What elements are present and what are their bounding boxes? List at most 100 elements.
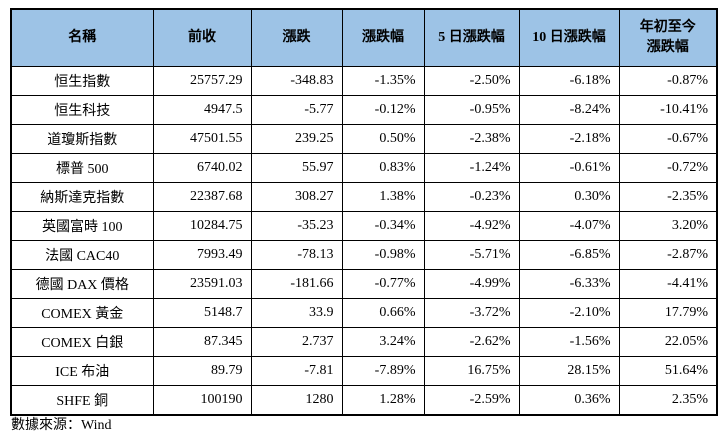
value-cell: 239.25 bbox=[250, 124, 343, 154]
value-cell: 0.83% bbox=[341, 153, 425, 183]
instrument-name-cell: 恒生指數 bbox=[10, 66, 154, 96]
instrument-name-cell: COMEX 白銀 bbox=[10, 327, 154, 357]
value-cell: -7.89% bbox=[341, 356, 425, 386]
table-header-row: 名稱 前收 漲跌 漲跌幅 5 日漲跌幅 10 日漲跌幅 年初至今 漲跌幅 bbox=[10, 8, 718, 67]
instrument-name-cell: 德國 DAX 價格 bbox=[10, 269, 154, 299]
value-cell: 0.36% bbox=[518, 385, 620, 416]
value-cell: 0.50% bbox=[341, 124, 425, 154]
value-cell: -1.24% bbox=[423, 153, 520, 183]
value-cell: -2.35% bbox=[618, 182, 718, 212]
instrument-name-cell: SHFE 銅 bbox=[10, 385, 154, 416]
value-cell: 47501.55 bbox=[152, 124, 252, 154]
instrument-name-cell: 英國富時 100 bbox=[10, 211, 154, 241]
value-cell: 87.345 bbox=[152, 327, 252, 357]
value-cell: -4.07% bbox=[518, 211, 620, 241]
value-cell: -0.72% bbox=[618, 153, 718, 183]
table-row: COMEX 白銀 87.345 2.737 3.24% -2.62% -1.56% 22.0… bbox=[10, 327, 718, 357]
value-cell: -2.18% bbox=[518, 124, 620, 154]
value-cell: -2.38% bbox=[423, 124, 520, 154]
market-data-table: 名稱 前收 漲跌 漲跌幅 5 日漲跌幅 10 日漲跌幅 年初至今 漲跌幅 恒生指數 25757… bbox=[10, 8, 718, 416]
value-cell: -2.59% bbox=[423, 385, 520, 416]
value-cell: -6.85% bbox=[518, 240, 620, 270]
value-cell: -6.18% bbox=[518, 66, 620, 96]
value-cell: -2.50% bbox=[423, 66, 520, 96]
value-cell: -8.24% bbox=[518, 95, 620, 125]
table-row: 恒生科技 4947.5 -5.77 -0.12% -0.95% -8.24% -10.41% bbox=[10, 95, 718, 125]
value-cell: -0.98% bbox=[341, 240, 425, 270]
table-row: COMEX 黃金 5148.7 33.9 0.66% -3.72% -2.10% 17.79… bbox=[10, 298, 718, 328]
value-cell: 28.15% bbox=[518, 356, 620, 386]
value-cell: -4.41% bbox=[618, 269, 718, 299]
value-cell: -0.95% bbox=[423, 95, 520, 125]
value-cell: 55.97 bbox=[250, 153, 343, 183]
value-cell: 23591.03 bbox=[152, 269, 252, 299]
value-cell: -35.23 bbox=[250, 211, 343, 241]
value-cell: 89.79 bbox=[152, 356, 252, 386]
value-cell: 2.35% bbox=[618, 385, 718, 416]
value-cell: 33.9 bbox=[250, 298, 343, 328]
value-cell: -10.41% bbox=[618, 95, 718, 125]
value-cell: 7993.49 bbox=[152, 240, 252, 270]
column-header: 5 日漲跌幅 bbox=[423, 8, 520, 67]
table-row: 道瓊斯指數 47501.55 239.25 0.50% -2.38% -2.18% -0.6… bbox=[10, 124, 718, 154]
value-cell: 1.28% bbox=[341, 385, 425, 416]
value-cell: 16.75% bbox=[423, 356, 520, 386]
table-row: 法國 CAC40 7993.49 -78.13 -0.98% -5.71% -6.85% -… bbox=[10, 240, 718, 270]
value-cell: 10284.75 bbox=[152, 211, 252, 241]
table-row: ICE 布油 89.79 -7.81 -7.89% 16.75% 28.15% 51.64% bbox=[10, 356, 718, 386]
value-cell: -2.87% bbox=[618, 240, 718, 270]
value-cell: 2.737 bbox=[250, 327, 343, 357]
value-cell: 51.64% bbox=[618, 356, 718, 386]
table-body: 恒生指數 25757.29 -348.83 -1.35% -2.50% -6.18% -0.… bbox=[10, 66, 718, 416]
value-cell: -1.35% bbox=[341, 66, 425, 96]
table-row: 標普 500 6740.02 55.97 0.83% -1.24% -0.61% -0.72… bbox=[10, 153, 718, 183]
value-cell: 4947.5 bbox=[152, 95, 252, 125]
table-header: 名稱 前收 漲跌 漲跌幅 5 日漲跌幅 10 日漲跌幅 年初至今 漲跌幅 bbox=[10, 8, 718, 67]
value-cell: 22387.68 bbox=[152, 182, 252, 212]
value-cell: -0.23% bbox=[423, 182, 520, 212]
instrument-name-cell: ICE 布油 bbox=[10, 356, 154, 386]
value-cell: -0.67% bbox=[618, 124, 718, 154]
value-cell: -6.33% bbox=[518, 269, 620, 299]
value-cell: 17.79% bbox=[618, 298, 718, 328]
value-cell: -5.71% bbox=[423, 240, 520, 270]
value-cell: 5148.7 bbox=[152, 298, 252, 328]
instrument-name-cell: 道瓊斯指數 bbox=[10, 124, 154, 154]
value-cell: 100190 bbox=[152, 385, 252, 416]
table-row: 恒生指數 25757.29 -348.83 -1.35% -2.50% -6.18% -0.… bbox=[10, 66, 718, 96]
instrument-name-cell: 標普 500 bbox=[10, 153, 154, 183]
value-cell: 3.24% bbox=[341, 327, 425, 357]
column-header: 漲跌幅 bbox=[341, 8, 425, 67]
value-cell: 22.05% bbox=[618, 327, 718, 357]
value-cell: 25757.29 bbox=[152, 66, 252, 96]
value-cell: 3.20% bbox=[618, 211, 718, 241]
instrument-name-cell: 恒生科技 bbox=[10, 95, 154, 125]
value-cell: 308.27 bbox=[250, 182, 343, 212]
value-cell: -348.83 bbox=[250, 66, 343, 96]
table-row: 納斯達克指數 22387.68 308.27 1.38% -0.23% 0.30% -2.3… bbox=[10, 182, 718, 212]
data-source-note: 數據來源：Wind bbox=[11, 418, 112, 433]
value-cell: -1.56% bbox=[518, 327, 620, 357]
column-header: 10 日漲跌幅 bbox=[518, 8, 620, 67]
column-header: 年初至今 漲跌幅 bbox=[618, 8, 718, 67]
value-cell: -3.72% bbox=[423, 298, 520, 328]
value-cell: -181.66 bbox=[250, 269, 343, 299]
value-cell: 6740.02 bbox=[152, 153, 252, 183]
column-header: 名稱 bbox=[10, 8, 154, 67]
value-cell: 0.30% bbox=[518, 182, 620, 212]
value-cell: 0.66% bbox=[341, 298, 425, 328]
column-header: 前收 bbox=[152, 8, 252, 67]
value-cell: -0.61% bbox=[518, 153, 620, 183]
table-row: 德國 DAX 價格 23591.03 -181.66 -0.77% -4.99% -6.3… bbox=[10, 269, 718, 299]
value-cell: -2.10% bbox=[518, 298, 620, 328]
value-cell: -0.77% bbox=[341, 269, 425, 299]
value-cell: -0.34% bbox=[341, 211, 425, 241]
value-cell: -4.99% bbox=[423, 269, 520, 299]
table-row: SHFE 銅 100190 1280 1.28% -2.59% 0.36% 2.35% bbox=[10, 385, 718, 416]
value-cell: -78.13 bbox=[250, 240, 343, 270]
instrument-name-cell: COMEX 黃金 bbox=[10, 298, 154, 328]
value-cell: -5.77 bbox=[250, 95, 343, 125]
value-cell: -0.87% bbox=[618, 66, 718, 96]
instrument-name-cell: 納斯達克指數 bbox=[10, 182, 154, 212]
